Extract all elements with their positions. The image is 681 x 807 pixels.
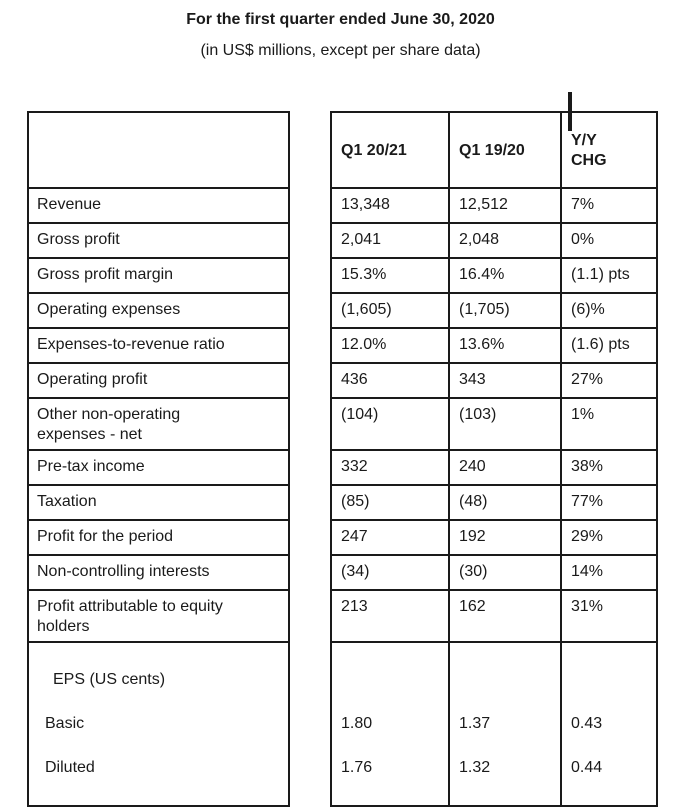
value-q1-2021: 2,041 bbox=[330, 222, 448, 257]
value-q1-2021: 15.3% bbox=[330, 257, 448, 292]
col-header-q1-2021-label: Q1 20/21 bbox=[341, 142, 407, 159]
eps-section-heading: EPS (US cents) bbox=[53, 671, 166, 688]
table-gap bbox=[290, 292, 330, 327]
table-gap bbox=[290, 397, 330, 449]
value-q1-1920: 192 bbox=[448, 519, 560, 554]
value-q1-2021: (1,605) bbox=[330, 292, 448, 327]
value-yy-chg: 7% bbox=[560, 187, 658, 222]
value-q1-2021: 332 bbox=[330, 449, 448, 484]
row-label: Profit for the period bbox=[27, 519, 290, 554]
value-q1-1920: 12,512 bbox=[448, 187, 560, 222]
value-yy-chg: 0% bbox=[560, 222, 658, 257]
row-label: Non-controlling interests bbox=[27, 554, 290, 589]
row-label: Other non-operating expenses - net bbox=[27, 397, 290, 449]
value-q1-2021: (85) bbox=[330, 484, 448, 519]
table-gap bbox=[290, 327, 330, 362]
eps-label-cell: EPS (US cents) Basic Diluted bbox=[27, 641, 290, 807]
header-label-cell bbox=[27, 111, 290, 187]
value-yy-chg: (6)% bbox=[560, 292, 658, 327]
row-label: Revenue bbox=[27, 187, 290, 222]
eps-diluted-yy-chg: 0.44 bbox=[571, 759, 603, 776]
value-q1-2021: 13,348 bbox=[330, 187, 448, 222]
value-yy-chg: 29% bbox=[560, 519, 658, 554]
eps-basic-q1-1920: 1.37 bbox=[459, 715, 491, 732]
value-q1-2021: 247 bbox=[330, 519, 448, 554]
col-header-yy-chg: Y/Y CHG bbox=[560, 111, 658, 187]
table-gap bbox=[290, 257, 330, 292]
col-header-q1-1920: Q1 19/20 bbox=[448, 111, 560, 187]
value-q1-1920: 13.6% bbox=[448, 327, 560, 362]
value-yy-chg: (1.6) pts bbox=[560, 327, 658, 362]
page-subtitle: (in US$ millions, except per share data) bbox=[200, 42, 481, 59]
value-q1-1920: 16.4% bbox=[448, 257, 560, 292]
eps-basic-q1-2021: 1.80 bbox=[341, 715, 373, 732]
row-label: Gross profit margin bbox=[27, 257, 290, 292]
eps-spacer bbox=[341, 669, 442, 691]
page-title: For the first quarter ended June 30, 202… bbox=[186, 11, 495, 28]
eps-diluted-q1-2021: 1.76 bbox=[341, 759, 373, 776]
value-q1-1920: 343 bbox=[448, 362, 560, 397]
eps-row-label-diluted: Diluted bbox=[45, 759, 95, 776]
eps-values-q1-2021: 1.80 1.76 bbox=[330, 641, 448, 807]
value-q1-2021: (104) bbox=[330, 397, 448, 449]
row-label: Gross profit bbox=[27, 222, 290, 257]
eps-diluted-q1-1920: 1.32 bbox=[459, 759, 491, 776]
row-label: Taxation bbox=[27, 484, 290, 519]
value-q1-1920: 2,048 bbox=[448, 222, 560, 257]
value-yy-chg: 31% bbox=[560, 589, 658, 641]
eps-values-q1-1920: 1.37 1.32 bbox=[448, 641, 560, 807]
row-label: Pre-tax income bbox=[27, 449, 290, 484]
value-q1-1920: 162 bbox=[448, 589, 560, 641]
row-label: Operating profit bbox=[27, 362, 290, 397]
table-gap bbox=[290, 589, 330, 641]
table-gap bbox=[290, 187, 330, 222]
table-gap bbox=[290, 554, 330, 589]
eps-spacer bbox=[459, 669, 554, 691]
table-gap bbox=[290, 484, 330, 519]
table-gap bbox=[290, 519, 330, 554]
value-q1-1920: (103) bbox=[448, 397, 560, 449]
table-gap bbox=[290, 362, 330, 397]
col-header-q1-1920-label: Q1 19/20 bbox=[459, 142, 525, 159]
table-gap bbox=[290, 222, 330, 257]
row-label: Expenses-to-revenue ratio bbox=[27, 327, 290, 362]
value-q1-1920: (48) bbox=[448, 484, 560, 519]
eps-row-label-basic: Basic bbox=[45, 715, 85, 732]
table-gap bbox=[290, 449, 330, 484]
value-yy-chg: (1.1) pts bbox=[560, 257, 658, 292]
value-yy-chg: 38% bbox=[560, 449, 658, 484]
value-q1-2021: 436 bbox=[330, 362, 448, 397]
table-gap bbox=[290, 641, 330, 807]
value-q1-1920: (30) bbox=[448, 554, 560, 589]
value-q1-2021: (34) bbox=[330, 554, 448, 589]
value-yy-chg: 14% bbox=[560, 554, 658, 589]
value-q1-2021: 213 bbox=[330, 589, 448, 641]
row-label: Profit attributable to equity holders bbox=[27, 589, 290, 641]
col-header-q1-2021: Q1 20/21 bbox=[330, 111, 448, 187]
results-table: Q1 20/21 Q1 19/20 Y/Y CHG Revenue 13,348… bbox=[27, 111, 658, 807]
table-gap bbox=[290, 111, 330, 187]
value-yy-chg: 77% bbox=[560, 484, 658, 519]
eps-spacer bbox=[571, 669, 650, 691]
value-yy-chg: 1% bbox=[560, 397, 658, 449]
value-q1-1920: 240 bbox=[448, 449, 560, 484]
eps-basic-yy-chg: 0.43 bbox=[571, 715, 603, 732]
value-q1-1920: (1,705) bbox=[448, 292, 560, 327]
col-header-yy-chg-label: Y/Y CHG bbox=[571, 132, 607, 169]
row-label: Operating expenses bbox=[27, 292, 290, 327]
value-yy-chg: 27% bbox=[560, 362, 658, 397]
value-q1-2021: 12.0% bbox=[330, 327, 448, 362]
eps-values-yy-chg: 0.43 0.44 bbox=[560, 641, 658, 807]
